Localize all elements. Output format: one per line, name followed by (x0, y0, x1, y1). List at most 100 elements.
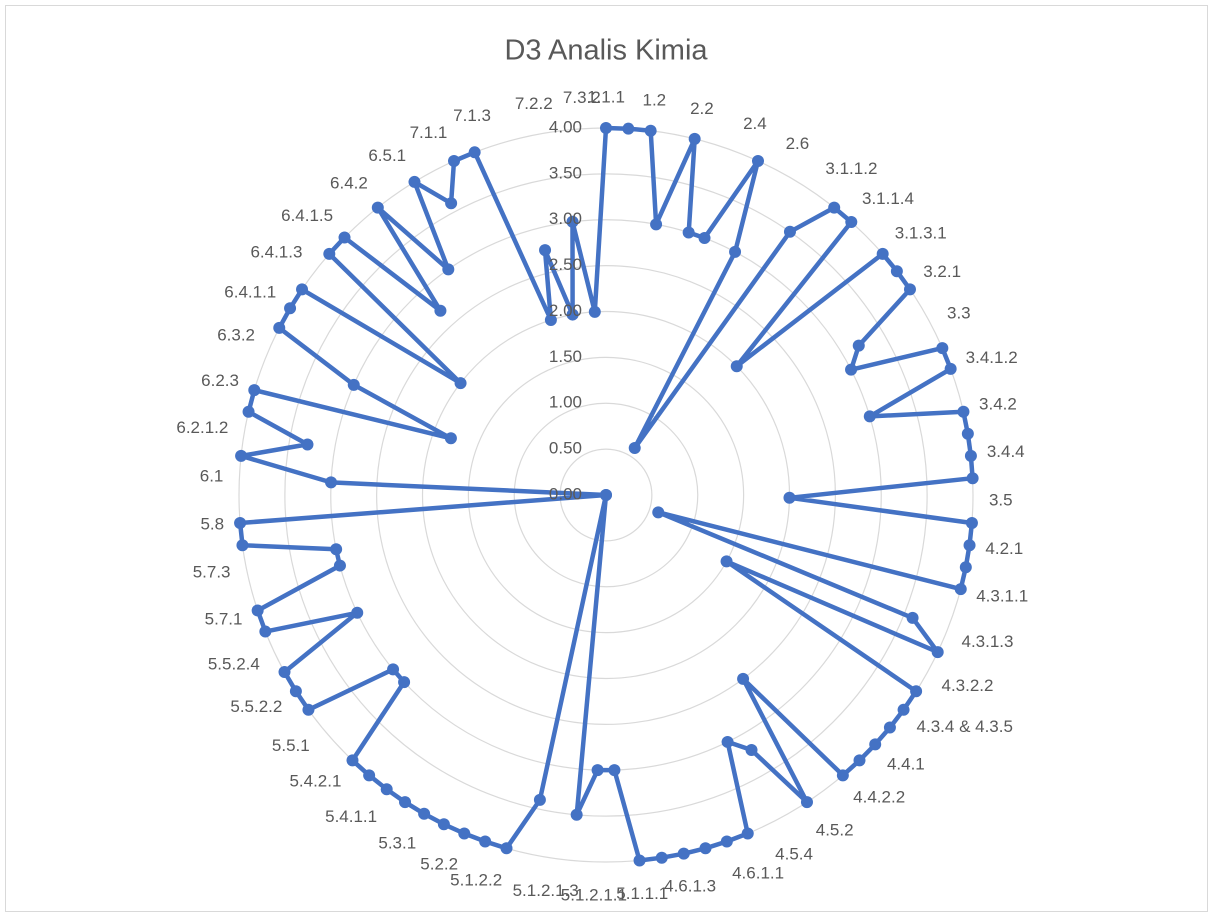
data-point (745, 744, 758, 757)
data-point (408, 175, 421, 188)
data-point (371, 201, 384, 214)
category-label: 6.1 (200, 466, 224, 485)
data-point (351, 606, 364, 619)
data-point (655, 851, 668, 864)
category-label: 4.6.1.3 (664, 876, 716, 895)
category-label: 3.1.1.2 (825, 159, 877, 178)
data-point (468, 146, 481, 159)
y-tick-label: 3.50 (549, 163, 582, 182)
data-point (608, 764, 621, 777)
category-label: 3.1.1.4 (862, 189, 914, 208)
category-label: 4.4.1 (887, 754, 925, 773)
data-point (566, 308, 579, 321)
data-point (910, 685, 923, 698)
data-point (633, 854, 646, 867)
data-point (966, 472, 979, 485)
data-point (828, 201, 841, 214)
chart-title: D3 Analis Kimia (504, 35, 708, 67)
data-point (699, 842, 712, 855)
data-point (380, 783, 393, 796)
category-label: 4.5.4 (775, 845, 813, 864)
data-point (903, 283, 916, 296)
category-label: 3.4.4 (987, 442, 1025, 461)
data-point (852, 339, 865, 352)
data-point (588, 305, 601, 318)
data-point (234, 516, 247, 529)
category-label: 5.7.3 (193, 563, 231, 582)
category-label: 4.3.2.2 (942, 676, 994, 695)
data-point (622, 122, 635, 135)
data-point (387, 663, 400, 676)
category-label: 7.2.2 (515, 94, 553, 113)
data-point (479, 835, 492, 848)
data-point (890, 265, 903, 278)
data-point (533, 793, 546, 806)
data-point (964, 449, 977, 462)
data-point (323, 247, 336, 260)
data-point (965, 516, 978, 529)
category-label: 5.5.2.2 (230, 697, 282, 716)
data-point (248, 384, 261, 397)
data-point (730, 360, 743, 373)
data-point (954, 583, 967, 596)
category-label: 3.5 (989, 491, 1013, 510)
y-tick-label: 2.50 (549, 255, 582, 274)
data-point (721, 735, 734, 748)
data-point (544, 313, 557, 326)
data-point (836, 769, 849, 782)
data-point (931, 646, 944, 659)
data-point (454, 377, 467, 390)
data-point (236, 539, 249, 552)
data-point (500, 842, 513, 855)
category-label: 2.6 (786, 134, 810, 153)
data-point (959, 561, 972, 574)
labels: 0.00 0.50 1.00 1.50 2.00 2.50 3.00 3.50 4.00 1.1.… (176, 87, 1028, 904)
data-point (600, 489, 612, 501)
category-label: 4.3.1.3 (961, 632, 1013, 651)
data-point (444, 432, 457, 445)
data-point (363, 769, 376, 782)
data-point (445, 197, 458, 210)
category-label: 3.4.2 (979, 394, 1017, 413)
data-point (296, 283, 309, 296)
data-point (600, 122, 612, 134)
category-label: 6.2.1.2 (176, 418, 228, 437)
data-point (751, 154, 764, 167)
data-point (698, 231, 711, 244)
data-point (235, 449, 248, 462)
data-point (944, 362, 957, 375)
category-label: 6.4.2 (330, 174, 368, 193)
category-label: 3.2.1 (923, 262, 961, 281)
category-label: 6.4.1.5 (281, 206, 333, 225)
category-label: 3.1.3.1 (895, 224, 947, 243)
data-point (566, 215, 579, 228)
category-label: 5.5.1 (272, 736, 310, 755)
data-point (936, 342, 949, 355)
data-point (325, 476, 338, 489)
y-tick-label: 1.00 (549, 393, 582, 412)
data-point (906, 611, 919, 624)
data-point (448, 154, 461, 167)
data-point (853, 754, 866, 767)
category-label: 5.4.2.1 (289, 772, 341, 791)
category-label: 5.2.2 (420, 855, 458, 874)
data-point (284, 302, 297, 315)
data-point (869, 738, 882, 751)
category-label: 4.3.4 & 4.3.5 (917, 717, 1013, 736)
data-point (783, 491, 796, 504)
data-point (883, 721, 896, 734)
category-label: 7.1.1 (410, 123, 448, 142)
data-point (591, 764, 604, 777)
data-point (570, 808, 583, 821)
data-point (259, 625, 272, 638)
category-label: 7.1.3 (453, 106, 491, 125)
category-label: 4.3.1.1 (976, 586, 1028, 605)
data-point (652, 506, 665, 519)
data-point (741, 827, 754, 840)
grid-ring (284, 173, 928, 817)
category-label: 4.6.1.1 (732, 863, 784, 882)
data-point (338, 231, 351, 244)
y-tick-label: 1.50 (549, 347, 582, 366)
category-label: 2.4 (743, 114, 767, 133)
